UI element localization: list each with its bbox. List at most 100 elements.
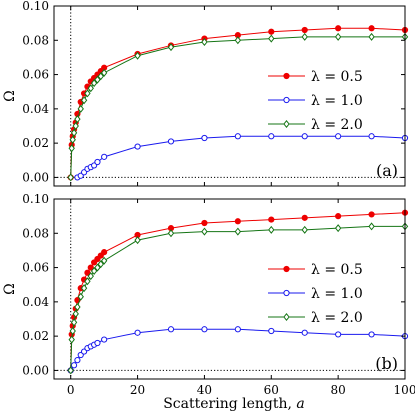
data-point-2-1 — [68, 144, 75, 153]
data-point-0-16 — [201, 219, 208, 227]
y-axis-title: Ω — [2, 90, 18, 102]
data-point-1-15 — [301, 329, 308, 336]
data-point-2-7 — [80, 284, 88, 293]
data-point-2-14 — [134, 236, 141, 245]
data-point-2-4 — [72, 121, 79, 131]
y-tick-label-0: 0.00 — [22, 170, 49, 184]
data-point-2-3 — [70, 128, 78, 137]
x-tick-label-4: 80 — [331, 383, 346, 397]
data-point-2-2 — [69, 326, 76, 336]
data-point-2-13 — [100, 68, 108, 77]
data-point-1-10 — [201, 134, 208, 142]
x-tick-label-5: 100 — [394, 383, 415, 397]
legend-marker-1 — [283, 96, 290, 104]
data-point-2-0 — [67, 173, 74, 182]
data-point-1-12 — [268, 133, 275, 140]
data-point-1-2 — [74, 357, 81, 364]
data-point-0-20 — [335, 25, 342, 32]
data-point-2-21 — [368, 222, 375, 231]
y-tick-label-4: 0.08 — [22, 33, 49, 47]
data-point-1-13 — [301, 133, 308, 140]
data-point-0-21 — [368, 25, 375, 32]
x-tick-label-1: 20 — [130, 383, 145, 397]
plot-frame — [53, 5, 406, 187]
data-point-2-7 — [80, 96, 88, 105]
y-tick-label-1: 0.02 — [22, 329, 49, 343]
data-point-2-3 — [70, 318, 78, 327]
y-tick-label-4: 0.08 — [22, 226, 49, 240]
data-point-1-6 — [94, 158, 101, 166]
panel-tag: (a) — [376, 161, 398, 180]
data-point-2-12 — [97, 72, 105, 81]
data-point-1-17 — [368, 331, 375, 338]
data-point-1-16 — [335, 331, 342, 338]
data-point-2-9 — [87, 272, 94, 281]
data-point-2-10 — [90, 266, 98, 276]
y-tick-label-0: 0.00 — [22, 363, 49, 377]
y-tick-label-3: 0.06 — [22, 68, 49, 82]
data-point-2-19 — [301, 225, 308, 234]
data-point-1-9 — [101, 336, 108, 343]
data-point-2-4 — [72, 309, 79, 318]
data-point-2-2 — [69, 135, 76, 144]
data-point-2-16 — [201, 227, 208, 236]
data-point-0-18 — [268, 28, 275, 35]
data-point-1-9 — [167, 138, 175, 145]
data-point-0-21 — [368, 211, 375, 218]
data-point-2-18 — [268, 34, 275, 43]
data-point-2-5 — [74, 302, 81, 312]
data-point-1-11 — [234, 133, 241, 140]
y-tick-label-3: 0.06 — [22, 261, 49, 275]
plot-frame — [53, 198, 406, 380]
data-point-0-20 — [335, 213, 342, 220]
x-axis-title: Scattering length, a — [163, 396, 305, 412]
data-point-2-17 — [234, 36, 242, 45]
data-point-1-14 — [335, 133, 342, 140]
legend-label-1: λ = 1.0 — [311, 286, 363, 302]
data-point-2-6 — [77, 292, 84, 301]
data-point-2-9 — [87, 84, 94, 93]
legend: λ = 0.5 λ = 1.0 λ = 2.0 — [268, 69, 363, 133]
data-point-2-18 — [268, 225, 275, 234]
data-point-1-12 — [201, 326, 208, 333]
data-point-2-17 — [234, 227, 242, 236]
data-point-1-13 — [234, 326, 241, 333]
series-line-1 — [77, 135, 406, 178]
data-point-1-1 — [70, 362, 78, 369]
panel-tag: (b) — [375, 354, 398, 373]
data-point-2-20 — [334, 32, 342, 41]
data-point-2-1 — [68, 335, 75, 344]
x-axis-title-symbol: a — [296, 396, 304, 412]
legend-marker-2 — [283, 312, 290, 322]
data-point-2-11 — [94, 263, 101, 272]
y-tick-label-1: 0.02 — [22, 136, 49, 150]
data-point-2-13 — [100, 256, 108, 265]
data-point-2-19 — [301, 32, 308, 41]
data-point-2-15 — [167, 229, 175, 238]
data-point-1-15 — [368, 133, 375, 140]
panel-b: 0 20 40 60 80 100 0.00 0.02 0.04 0.06 0.08 0.10 Ωλ =… — [2, 192, 415, 397]
legend-marker-0 — [283, 72, 290, 80]
x-tick-label-2: 40 — [197, 383, 212, 397]
data-point-2-6 — [77, 104, 84, 113]
x-axis-title-text: Scattering length, — [163, 396, 296, 412]
data-point-1-8 — [94, 339, 101, 347]
data-point-0-18 — [268, 216, 275, 223]
data-point-2-14 — [134, 51, 141, 60]
data-point-2-20 — [334, 224, 342, 233]
y-axis-title: Ω — [2, 283, 18, 295]
data-point-0-8 — [84, 269, 91, 276]
data-point-0-9 — [87, 264, 94, 271]
data-point-1-8 — [134, 143, 141, 150]
data-point-0-13 — [101, 249, 108, 256]
data-point-2-0 — [67, 366, 74, 375]
data-point-1-11 — [167, 326, 175, 333]
legend-marker-0 — [283, 265, 290, 273]
x-tick-label-3: 60 — [264, 383, 279, 397]
data-point-2-16 — [201, 37, 208, 47]
data-point-2-15 — [167, 43, 175, 52]
data-point-2-8 — [84, 89, 91, 98]
legend: λ = 0.5 λ = 1.0 λ = 2.0 — [268, 262, 363, 326]
